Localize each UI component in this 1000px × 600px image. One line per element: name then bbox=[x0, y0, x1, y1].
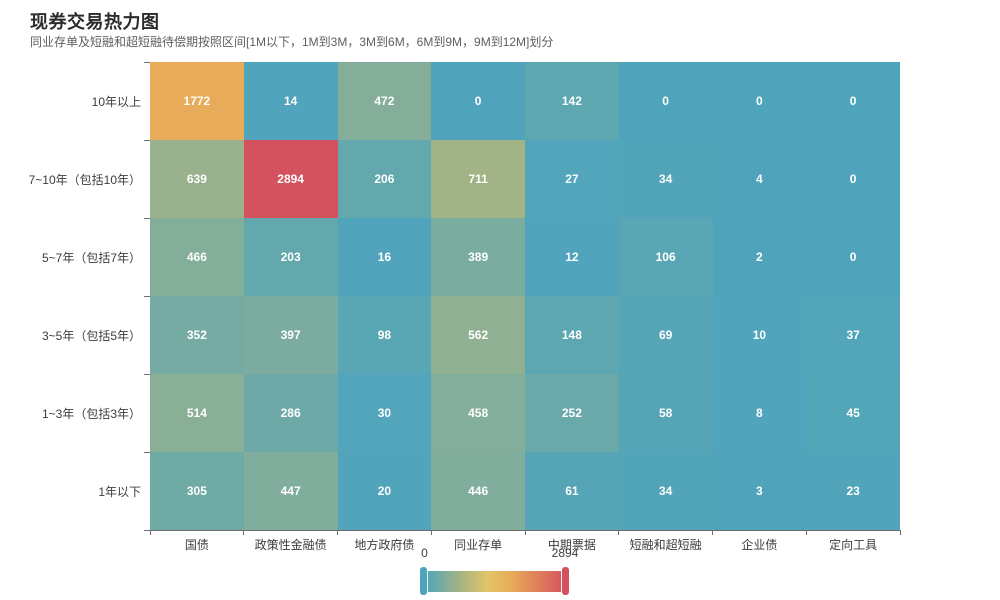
heatmap-cell[interactable]: 305 bbox=[150, 452, 244, 530]
y-axis-tick bbox=[144, 217, 150, 219]
x-axis-label: 地方政府债 bbox=[354, 538, 415, 552]
heatmap-cell[interactable]: 23 bbox=[806, 452, 900, 530]
heatmap-cell[interactable]: 16 bbox=[337, 218, 432, 296]
x-axis-tick bbox=[524, 530, 526, 535]
heatmap-cell[interactable]: 639 bbox=[150, 140, 244, 218]
heatmap-cell[interactable]: 0 bbox=[618, 62, 713, 140]
heatmap-cell[interactable]: 472 bbox=[337, 62, 432, 140]
heatmap-cell[interactable]: 34 bbox=[618, 140, 713, 218]
heatmap-cell[interactable]: 562 bbox=[431, 296, 525, 374]
chart-title: 现券交易热力图 bbox=[30, 12, 160, 32]
x-axis-label: 短融和超短融 bbox=[629, 538, 702, 552]
heatmap-cell[interactable]: 69 bbox=[618, 296, 713, 374]
heatmap-cell[interactable]: 30 bbox=[337, 374, 432, 452]
y-axis-tick bbox=[144, 61, 150, 63]
heatmap-cell[interactable]: 20 bbox=[337, 452, 432, 530]
visualmap-max-label: 2894 bbox=[551, 546, 579, 560]
x-axis-label: 国债 bbox=[184, 538, 209, 552]
x-axis-tick bbox=[337, 530, 338, 535]
heatmap-cell[interactable]: 514 bbox=[150, 374, 244, 452]
x-axis-tick bbox=[430, 530, 432, 535]
heatmap-cell[interactable]: 352 bbox=[150, 296, 244, 374]
heatmap-cell[interactable]: 3 bbox=[712, 452, 807, 530]
heatmap-cell[interactable]: 203 bbox=[243, 218, 338, 296]
x-axis-tick bbox=[243, 530, 245, 535]
heatmap-cell[interactable]: 389 bbox=[431, 218, 525, 296]
heatmap-cell[interactable]: 397 bbox=[243, 296, 338, 374]
heatmap-cell[interactable]: 37 bbox=[806, 296, 900, 374]
y-axis-label: 1~3年（包括3年） bbox=[41, 406, 141, 421]
x-axis-tick bbox=[149, 530, 151, 535]
chart-subtitle: 同业存单及短融和超短融待偿期按照区间[1M以下，1M到3M，3M到6M，6M到9… bbox=[30, 35, 554, 49]
heatmap-cell[interactable]: 0 bbox=[431, 62, 525, 140]
heatmap-cell[interactable]: 0 bbox=[806, 218, 900, 296]
heatmap-cell[interactable]: 2894 bbox=[243, 140, 338, 218]
x-axis-labels: 国债 政策性金融债 地方政府债 同业存单 中期票据 短融和超短融 企业债 定向工具 bbox=[150, 536, 900, 553]
y-axis-labels: 10年以上 7~10年（包括10年） 5~7年（包括7年） 3~5年（包括5年） 1~3… bbox=[0, 62, 141, 530]
y-axis-tick bbox=[144, 451, 150, 453]
x-axis-tick bbox=[618, 530, 620, 535]
y-axis-label: 5~7年（包括7年） bbox=[41, 250, 141, 265]
heatmap-cell[interactable]: 61 bbox=[525, 452, 619, 530]
heatmap-cell[interactable]: 27 bbox=[525, 140, 619, 218]
y-axis-label: 1年以下 bbox=[98, 484, 141, 499]
heatmap-cell[interactable]: 1772 bbox=[150, 62, 244, 140]
heatmap-cell[interactable]: 14 bbox=[243, 62, 338, 140]
x-axis-tick bbox=[805, 530, 807, 535]
heatmap-cell[interactable]: 711 bbox=[431, 140, 525, 218]
heatmap-cell[interactable]: 148 bbox=[525, 296, 619, 374]
heatmap-cell[interactable]: 0 bbox=[806, 62, 900, 140]
heatmap-cell[interactable]: 447 bbox=[243, 452, 338, 530]
heatmap-cell[interactable]: 466 bbox=[150, 218, 244, 296]
heatmap-cell[interactable]: 142 bbox=[525, 62, 619, 140]
visualmap-min-label: 0 bbox=[421, 546, 428, 560]
y-axis-tick bbox=[144, 529, 150, 531]
heatmap-cell[interactable]: 252 bbox=[525, 374, 619, 452]
heatmap-cell[interactable]: 446 bbox=[431, 452, 525, 530]
heatmap-cell[interactable]: 2 bbox=[712, 218, 807, 296]
heatmap-cell[interactable]: 106 bbox=[618, 218, 713, 296]
heatmap-cell[interactable]: 10 bbox=[712, 296, 807, 374]
heatmap-cell[interactable]: 4 bbox=[712, 140, 807, 218]
x-axis-label: 同业存单 bbox=[454, 538, 503, 552]
y-axis-label: 7~10年（包括10年） bbox=[28, 172, 141, 187]
x-axis-label: 中期票据 bbox=[547, 538, 596, 552]
heatmap-cell[interactable]: 58 bbox=[618, 374, 713, 452]
heatmap-cell[interactable]: 206 bbox=[337, 140, 432, 218]
visualmap-gradient-bar[interactable] bbox=[424, 571, 566, 592]
heatmap-cell[interactable]: 458 bbox=[431, 374, 525, 452]
x-axis-tick bbox=[899, 530, 901, 535]
y-axis-label: 10年以上 bbox=[91, 94, 141, 109]
y-axis-label: 3~5年（包括5年） bbox=[41, 328, 141, 343]
visualmap-min-handle[interactable] bbox=[420, 567, 427, 595]
y-axis-tick bbox=[144, 295, 150, 297]
heatmap-cell[interactable]: 12 bbox=[525, 218, 619, 296]
x-axis-label: 定向工具 bbox=[829, 538, 878, 552]
heatmap-cell[interactable]: 286 bbox=[243, 374, 338, 452]
heatmap-grid: 1772 14 472 0 142 0 0 0 639 2894 206 711 27 34 4 0 466 20… bbox=[150, 62, 900, 530]
y-axis-tick bbox=[144, 373, 150, 375]
heatmap-cell[interactable]: 98 bbox=[337, 296, 432, 374]
x-axis-label: 政策性金融债 bbox=[254, 538, 327, 552]
heatmap-cell[interactable]: 34 bbox=[618, 452, 713, 530]
x-axis-tick bbox=[712, 530, 713, 535]
heatmap-cell[interactable]: 45 bbox=[806, 374, 900, 452]
heatmap-cell[interactable]: 8 bbox=[712, 374, 807, 452]
y-axis-tick bbox=[144, 139, 150, 141]
heatmap-cell[interactable]: 0 bbox=[806, 140, 900, 218]
heatmap-cell[interactable]: 0 bbox=[712, 62, 807, 140]
x-axis-label: 企业债 bbox=[741, 538, 778, 552]
visualmap-max-handle[interactable] bbox=[562, 567, 569, 595]
